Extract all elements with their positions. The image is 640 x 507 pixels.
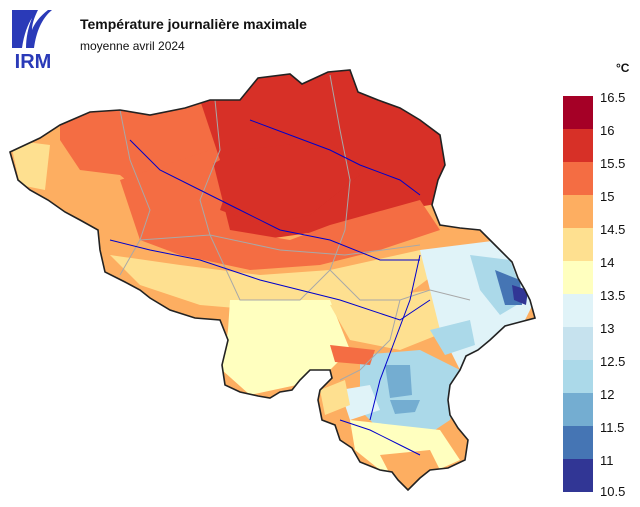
legend-unit: °C <box>616 61 630 75</box>
legend-label: 15 <box>600 189 615 204</box>
legend-swatch <box>563 459 593 492</box>
legend-label: 16.5 <box>600 90 626 105</box>
legend-label: 12 <box>600 387 615 402</box>
legend-swatch <box>563 129 593 162</box>
map-subtitle: moyenne avril 2024 <box>80 39 185 53</box>
logo-text: IRM <box>14 51 52 73</box>
legend-label: 11.5 <box>600 420 625 435</box>
legend-label: 12.5 <box>600 354 626 369</box>
province-borders <box>119 74 471 381</box>
legend-swatch <box>563 294 593 327</box>
legend-swatch <box>563 195 593 228</box>
legend-label: 13 <box>600 321 615 336</box>
belgium-temperature-map <box>9 69 536 492</box>
legend-label: 14.5 <box>600 222 626 237</box>
legend-swatch <box>563 261 593 294</box>
rivers <box>109 119 431 456</box>
legend-label: 13.5 <box>600 288 626 303</box>
country-border <box>9 69 536 492</box>
legend-label: 16 <box>600 123 615 138</box>
legend-label: 15.5 <box>600 156 626 171</box>
legend-swatch <box>563 327 593 360</box>
legend-swatch <box>563 426 593 459</box>
legend-swatch <box>563 393 593 426</box>
legend-swatch <box>563 96 593 129</box>
legend-swatch <box>563 228 593 261</box>
color-legend <box>563 96 593 492</box>
legend-label: 11 <box>600 453 614 468</box>
map-title: Température journalière maximale <box>80 16 307 32</box>
legend-label: 14 <box>600 255 615 270</box>
legend-label: 10.5 <box>600 484 626 499</box>
legend-swatch <box>563 360 593 393</box>
irm-logo <box>8 8 58 52</box>
legend-swatch <box>563 162 593 195</box>
